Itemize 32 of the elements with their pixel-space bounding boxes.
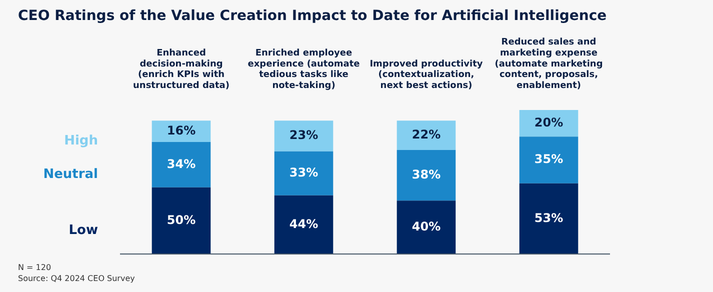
bar — [396, 150, 456, 201]
bar — [519, 183, 578, 254]
data-label: 35% — [534, 152, 564, 166]
data-label: 53% — [534, 210, 564, 225]
bar — [396, 200, 456, 254]
data-label: 16% — [166, 123, 196, 138]
x-tick-label: Improved productivity (contextualization, next best actions) — [370, 59, 483, 91]
data-label: 44% — [289, 216, 318, 231]
x-tick-label: Enhanced decision-making (enrich KPIs with unstructured data) — [133, 48, 230, 91]
data-label: 33% — [289, 165, 318, 180]
data-label: 50% — [166, 212, 196, 227]
data-label: 22% — [412, 127, 441, 142]
bar — [274, 151, 334, 196]
bar — [274, 120, 334, 152]
source-note: Source: Q4 2024 CEO Survey — [18, 273, 135, 284]
x-tick-label: Enriched employee experience (automate tedious tasks like note-taking) — [248, 48, 360, 91]
text: Neutral — [43, 167, 98, 182]
data-label: 20% — [534, 115, 564, 130]
data-label: 40% — [412, 219, 441, 234]
chart-title: CEO Ratings of the Value Creation Impact to Date for Artificial Intelligence — [18, 8, 607, 24]
data-label: 23% — [289, 128, 318, 142]
x-tick-label: Reduced sales and marketing expense (automate marketing content, proposals, enablement) — [494, 38, 603, 91]
data-label: 38% — [412, 167, 441, 182]
bar — [274, 195, 334, 254]
text: N = 120 — [18, 262, 52, 273]
data-label: 34% — [166, 156, 196, 171]
bar — [152, 142, 211, 188]
bar — [396, 120, 456, 150]
text: Low — [68, 223, 98, 238]
bar — [152, 187, 211, 254]
bar — [519, 136, 578, 184]
text: High — [64, 134, 98, 149]
